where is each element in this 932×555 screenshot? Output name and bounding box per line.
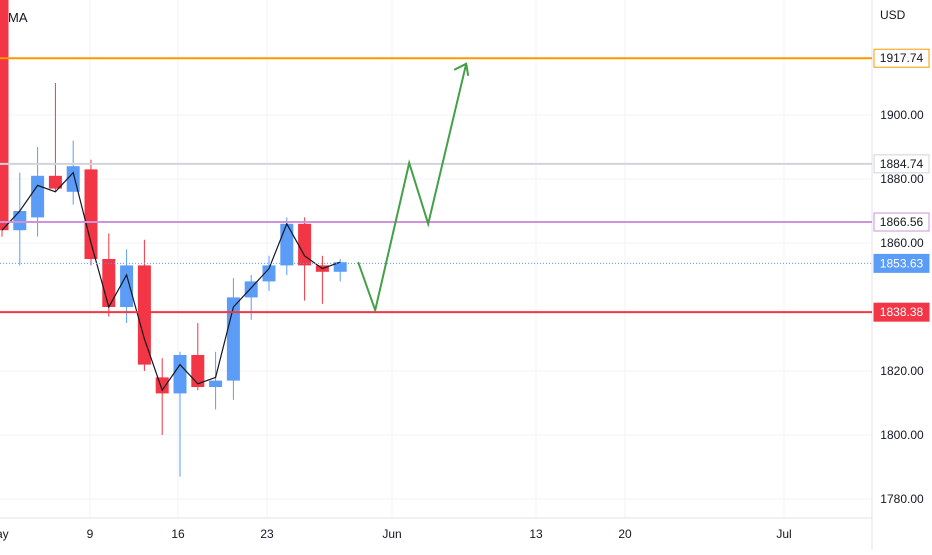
time-label: 13 [529, 527, 543, 541]
candle-up[interactable] [262, 265, 276, 282]
projection-path[interactable] [357, 63, 468, 314]
candle-up[interactable] [226, 297, 240, 381]
level-badge[interactable] [873, 154, 930, 174]
price-tick-label: 1780.00 [880, 492, 924, 506]
candle-up[interactable] [13, 211, 27, 231]
level-badge-label: 1866.56 [880, 215, 924, 229]
level-badge[interactable] [873, 212, 930, 232]
indicator-label[interactable]: MA [8, 10, 28, 25]
time-label: 9 [87, 527, 94, 541]
candle-up[interactable] [280, 223, 294, 266]
candle-up[interactable] [209, 380, 223, 387]
candle-down[interactable] [298, 223, 312, 266]
candle-down[interactable] [84, 169, 98, 259]
candle-up[interactable] [333, 262, 347, 272]
level-badge[interactable] [873, 253, 930, 273]
time-label-partial: ay [0, 527, 9, 541]
level-badge[interactable] [873, 48, 930, 68]
level-badge[interactable] [873, 302, 930, 322]
price-tick-label: 1820.00 [880, 364, 924, 378]
candle-down[interactable] [48, 175, 62, 189]
projection-arrowhead[interactable] [453, 62, 470, 76]
price-tick-label: 1900.00 [880, 108, 924, 122]
candle-up[interactable] [66, 166, 80, 192]
candle-down[interactable] [137, 265, 151, 365]
price-tick-label: 1880.00 [880, 172, 924, 186]
time-label: 23 [260, 527, 274, 541]
time-label: Jun [382, 527, 401, 541]
candle-up[interactable] [244, 281, 258, 298]
candle-down[interactable] [191, 355, 205, 387]
time-label: Jul [776, 527, 791, 541]
level-badge-label: 1884.74 [880, 157, 924, 171]
price-tick-label: 1860.00 [880, 236, 924, 250]
candle-down[interactable] [0, 0, 9, 231]
level-badge-label: 1853.63 [880, 256, 924, 270]
time-label: 20 [618, 527, 632, 541]
candle-up[interactable] [173, 355, 187, 394]
level-badge-label: 1838.38 [880, 305, 924, 319]
currency-label[interactable]: USD [880, 8, 906, 22]
ma-line[interactable] [1, 171, 341, 392]
price-tick-label: 1800.00 [880, 428, 924, 442]
level-badge-label: 1917.74 [880, 51, 924, 65]
candle-up[interactable] [120, 265, 134, 307]
time-label: 16 [171, 527, 185, 541]
candle-up[interactable] [31, 175, 45, 218]
